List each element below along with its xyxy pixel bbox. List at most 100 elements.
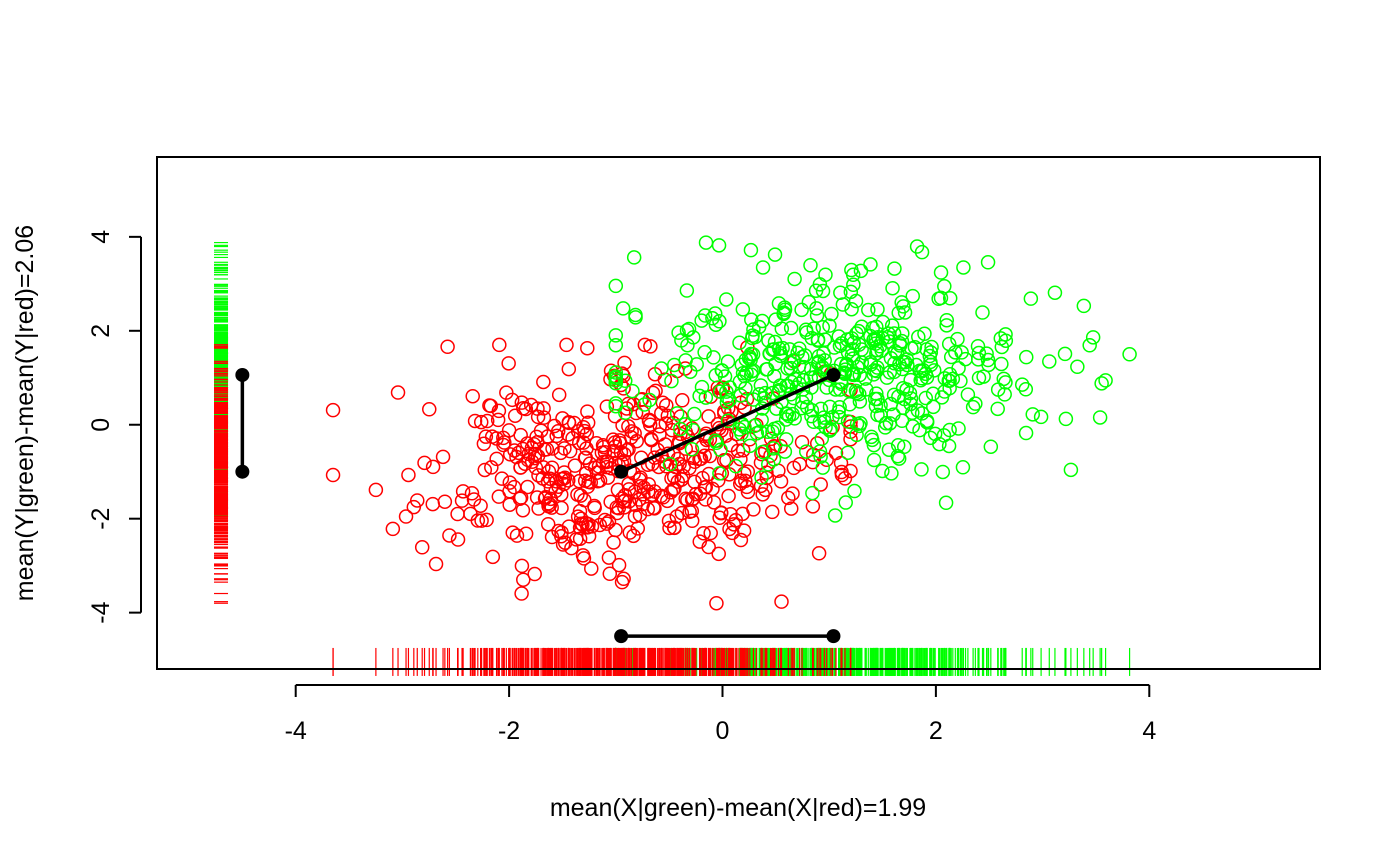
data-point (811, 348, 827, 364)
data-point (844, 262, 859, 278)
data-point (852, 418, 867, 434)
data-point (863, 257, 878, 272)
data-point (609, 500, 624, 515)
data-point (692, 534, 708, 549)
data-point (1058, 411, 1074, 427)
data-point (833, 356, 849, 372)
data-point (783, 360, 798, 376)
plot-frame (156, 156, 1321, 670)
data-point (684, 442, 700, 457)
data-point (878, 415, 894, 431)
data-point (509, 528, 525, 543)
data-point (1019, 349, 1034, 365)
data-point (890, 345, 905, 361)
data-point (981, 357, 996, 373)
data-point (759, 465, 774, 480)
data-point (870, 302, 885, 317)
data-point (955, 460, 971, 475)
data-point (507, 408, 523, 423)
data-point (592, 473, 608, 488)
data-point (401, 467, 416, 483)
data-point (787, 271, 802, 287)
data-point (528, 460, 544, 476)
data-point (529, 490, 545, 505)
data-point (697, 345, 712, 360)
data-point (501, 356, 516, 371)
data-point (939, 312, 955, 328)
data-point (866, 452, 882, 468)
data-point (473, 414, 489, 430)
data-point (983, 439, 999, 454)
data-point (811, 546, 827, 561)
data-point (783, 320, 799, 336)
data-point (581, 529, 597, 544)
data-point (859, 382, 874, 397)
data-point (614, 574, 630, 590)
data-point (696, 526, 711, 541)
data-point (1014, 377, 1030, 392)
data-point (795, 349, 810, 365)
data-point (1023, 291, 1039, 306)
data-point (442, 528, 457, 543)
data-point (514, 395, 530, 410)
data-point (1070, 359, 1085, 375)
data-point (502, 475, 518, 490)
data-point (556, 471, 571, 487)
data-point (705, 311, 720, 326)
data-point (600, 470, 616, 485)
data-point (676, 459, 691, 474)
data-point (702, 448, 718, 464)
data-point (1025, 407, 1040, 422)
data-point (941, 373, 957, 388)
data-point (914, 371, 930, 386)
data-point (484, 460, 499, 475)
data-point (602, 566, 618, 582)
data-point (743, 352, 758, 367)
data-point (870, 407, 885, 423)
data-point (869, 363, 884, 379)
data-point (467, 413, 483, 429)
data-point (410, 493, 425, 508)
data-point (783, 501, 799, 516)
data-point (958, 351, 973, 367)
data-point (476, 436, 492, 451)
data-point (698, 479, 713, 495)
data-point (628, 405, 644, 421)
data-point (580, 340, 595, 356)
data-point (939, 318, 954, 333)
data-point (834, 336, 849, 351)
data-point (723, 506, 738, 522)
data-point (719, 384, 734, 399)
data-point (1122, 347, 1137, 362)
data-point (655, 395, 671, 410)
data-point (884, 466, 899, 481)
data-point (753, 478, 769, 494)
data-point (479, 512, 494, 528)
data-point (936, 428, 952, 443)
data-point (864, 429, 879, 445)
data-point (450, 532, 466, 547)
data-point (712, 466, 727, 481)
data-point (657, 372, 673, 387)
data-point (608, 369, 624, 384)
data-point (694, 379, 710, 395)
data-point (1092, 410, 1108, 425)
data-point (822, 423, 838, 438)
data-point (671, 325, 686, 340)
data-point (637, 337, 653, 353)
data-point (755, 444, 771, 460)
y-tick-label: 2 (87, 324, 115, 338)
data-point (682, 364, 698, 379)
data-point (608, 522, 623, 538)
data-point (506, 479, 522, 495)
data-point (848, 383, 864, 399)
data-point (428, 556, 444, 572)
data-point (422, 402, 437, 417)
data-point (888, 344, 903, 359)
data-point (924, 339, 939, 355)
data-point (680, 492, 695, 508)
data-point (1082, 338, 1097, 353)
data-point (914, 406, 930, 421)
data-point (645, 385, 661, 401)
data-point (547, 418, 562, 434)
